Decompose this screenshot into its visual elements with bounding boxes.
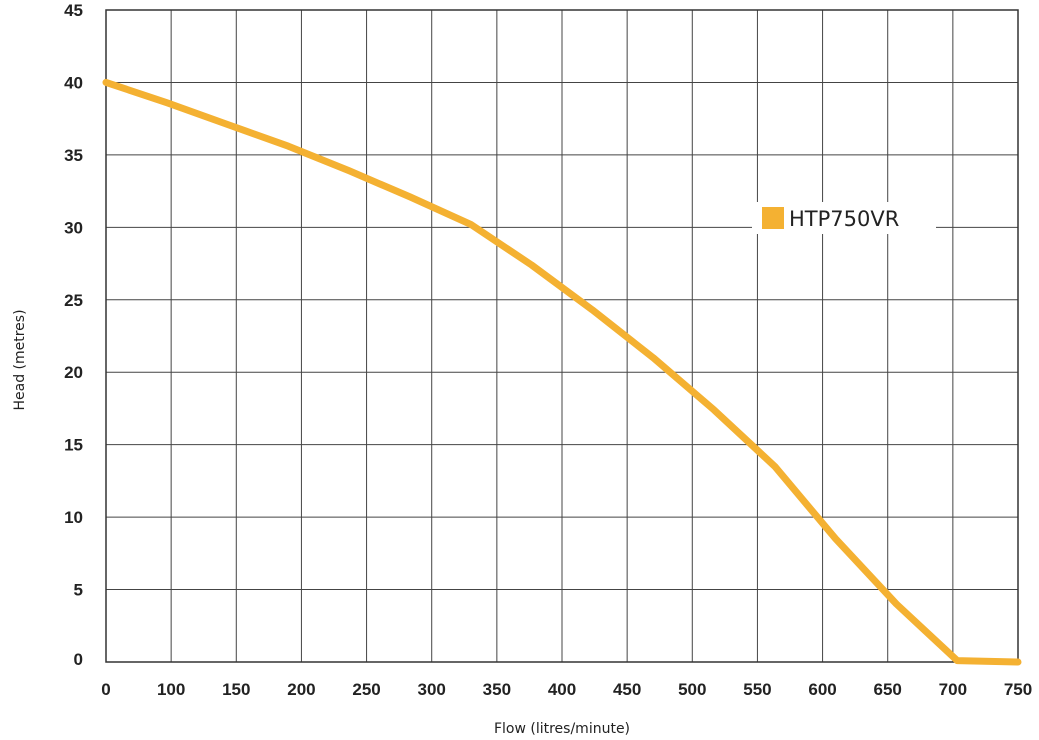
x-tick-label: 200 xyxy=(287,680,315,699)
x-tick-label: 600 xyxy=(808,680,836,699)
y-tick-label: 25 xyxy=(64,291,83,310)
x-axis-title: Flow (litres/minute) xyxy=(494,721,630,737)
x-tick-label: 450 xyxy=(613,680,641,699)
x-tick-label: 350 xyxy=(483,680,511,699)
y-tick-label: 45 xyxy=(64,1,83,20)
x-tick-label: 100 xyxy=(157,680,185,699)
x-tick-label: 150 xyxy=(222,680,250,699)
legend-swatch xyxy=(762,207,784,229)
x-tick-label: 750 xyxy=(1004,680,1032,699)
legend: HTP750VR xyxy=(752,202,936,234)
legend-label: HTP750VR xyxy=(789,207,899,231)
y-tick-labels: 0 5 10 15 20 25 30 35 40 45 xyxy=(64,1,83,669)
x-tick-label: 500 xyxy=(678,680,706,699)
y-tick-label: 10 xyxy=(64,508,83,527)
y-tick-label: 0 xyxy=(74,650,83,669)
x-tick-label: 700 xyxy=(939,680,967,699)
x-tick-label: 400 xyxy=(548,680,576,699)
y-tick-label: 35 xyxy=(64,146,83,165)
plot-frame xyxy=(105,9,1019,663)
series-line xyxy=(102,78,1022,666)
y-tick-label: 30 xyxy=(64,218,83,237)
x-tick-label: 550 xyxy=(743,680,771,699)
x-tick-label: 300 xyxy=(418,680,446,699)
series-group xyxy=(102,78,1022,666)
y-axis-title: Head (metres) xyxy=(12,309,28,410)
y-tick-label: 20 xyxy=(64,363,83,382)
grid xyxy=(105,9,1019,663)
x-tick-labels: 0 100 150 200 250 300 350 400 450 500 550 600 650 700… xyxy=(101,680,1032,699)
y-tick-label: 5 xyxy=(74,581,83,600)
y-tick-label: 15 xyxy=(64,436,83,455)
y-tick-label: 40 xyxy=(64,73,83,92)
x-tick-label: 650 xyxy=(874,680,902,699)
x-tick-label: 250 xyxy=(352,680,380,699)
x-tick-label: 0 xyxy=(101,680,110,699)
